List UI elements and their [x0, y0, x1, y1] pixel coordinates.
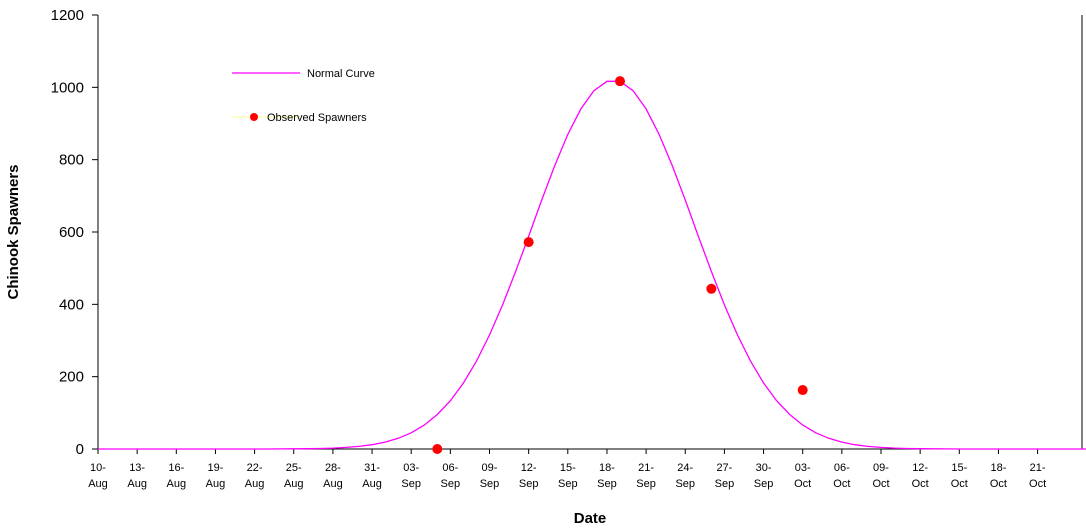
series-layer	[98, 76, 1086, 454]
x-tick-label-day: 09-	[482, 462, 498, 474]
x-tick-label-day: 03-	[795, 462, 811, 474]
x-axis: 10- Aug 13- Aug 16- Aug 19- Aug 22- Aug 25- Aug 28- A…	[88, 449, 1046, 490]
y-tick-label: 600	[59, 224, 84, 241]
x-tick-label-month: Aug	[284, 478, 304, 490]
x-tick-label-day: 06-	[442, 462, 458, 474]
x-tick-label-month: Sep	[401, 478, 421, 490]
x-tick-label-day: 24-	[677, 462, 693, 474]
x-tick-label-month: Aug	[167, 478, 187, 490]
x-tick-label-month: Sep	[715, 478, 735, 490]
x-tick-label-day: 15-	[560, 462, 576, 474]
x-tick-label-day: 15-	[951, 462, 967, 474]
legend-observed-marker	[250, 113, 258, 121]
x-tick-label-month: Oct	[794, 478, 811, 490]
x-tick-label-month: Aug	[206, 478, 226, 490]
observed-spawners-point	[523, 237, 534, 248]
y-axis-title: Chinook Spawners	[5, 164, 22, 299]
y-tick-label: 1200	[51, 7, 84, 24]
x-tick-label-month: Oct	[912, 478, 929, 490]
x-tick-label-day: 31-	[364, 462, 380, 474]
observed-spawners-point	[432, 444, 443, 454]
y-axis: 0 200 400 600 800 1000 1200	[51, 7, 98, 458]
x-tick-label-day: 09-	[873, 462, 889, 474]
x-tick-label-month: Sep	[558, 478, 578, 490]
x-tick-label-month: Oct	[951, 478, 968, 490]
plot-area	[97, 15, 1083, 450]
x-tick-label-day: 21-	[1030, 462, 1046, 474]
x-tick-label-day: 18-	[599, 462, 615, 474]
legend-normal-curve-label: Normal Curve	[307, 68, 375, 80]
x-tick-label-day: 18-	[990, 462, 1006, 474]
x-tick-label-month: Aug	[88, 478, 108, 490]
x-tick-label-day: 06-	[834, 462, 850, 474]
x-tick-label-month: Sep	[480, 478, 500, 490]
x-tick-label-day: 19-	[207, 462, 223, 474]
x-tick-label-day: 12-	[912, 462, 928, 474]
x-tick-label-day: 22-	[247, 462, 263, 474]
x-tick-label-month: Sep	[675, 478, 695, 490]
x-tick-label-day: 12-	[521, 462, 537, 474]
normal-curve-line	[98, 80, 1086, 450]
x-tick-label-month: Oct	[872, 478, 889, 490]
legend-observed-spawners-label: Observed Spawners	[267, 112, 367, 124]
x-tick-label-day: 16-	[168, 462, 184, 474]
y-tick-label: 800	[59, 152, 84, 169]
x-tick-label-day: 21-	[638, 462, 654, 474]
y-tick-label: 0	[76, 441, 84, 458]
x-tick-label-month: Aug	[362, 478, 382, 490]
x-axis-title: Date	[574, 510, 607, 527]
x-tick-label-month: Oct	[990, 478, 1007, 490]
x-tick-label-month: Sep	[636, 478, 656, 490]
observed-spawners-point	[797, 385, 808, 396]
x-tick-label-day: 25-	[286, 462, 302, 474]
observed-spawners-point	[706, 283, 717, 294]
legend: Normal Curve Observed Spawners	[232, 68, 375, 124]
x-tick-label-day: 27-	[716, 462, 732, 474]
x-tick-label-day: 03-	[403, 462, 419, 474]
x-tick-label-month: Oct	[1029, 478, 1046, 490]
x-tick-label-day: 30-	[756, 462, 772, 474]
x-tick-label-month: Aug	[245, 478, 265, 490]
y-tick-label: 200	[59, 369, 84, 386]
x-tick-label-month: Aug	[127, 478, 147, 490]
x-tick-label-day: 10-	[90, 462, 106, 474]
y-tick-label: 1000	[51, 79, 84, 96]
x-tick-label-month: Sep	[441, 478, 461, 490]
x-tick-label-month: Sep	[754, 478, 774, 490]
x-tick-label-month: Aug	[323, 478, 343, 490]
observed-spawners-point	[615, 76, 625, 87]
x-tick-label-month: Sep	[519, 478, 539, 490]
x-tick-label-month: Sep	[597, 478, 617, 490]
x-tick-label-day: 28-	[325, 462, 341, 474]
x-tick-label-month: Oct	[833, 478, 850, 490]
y-tick-label: 400	[59, 296, 84, 313]
x-tick-label-day: 13-	[129, 462, 145, 474]
